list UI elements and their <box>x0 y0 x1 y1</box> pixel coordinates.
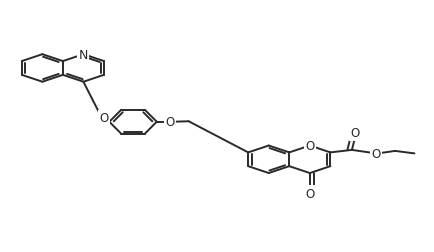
Text: O: O <box>351 127 360 140</box>
Text: O: O <box>305 139 315 152</box>
Text: O: O <box>372 148 381 161</box>
Text: O: O <box>165 116 174 129</box>
Text: O: O <box>305 187 315 200</box>
Text: O: O <box>99 112 109 124</box>
Text: N: N <box>79 48 88 61</box>
